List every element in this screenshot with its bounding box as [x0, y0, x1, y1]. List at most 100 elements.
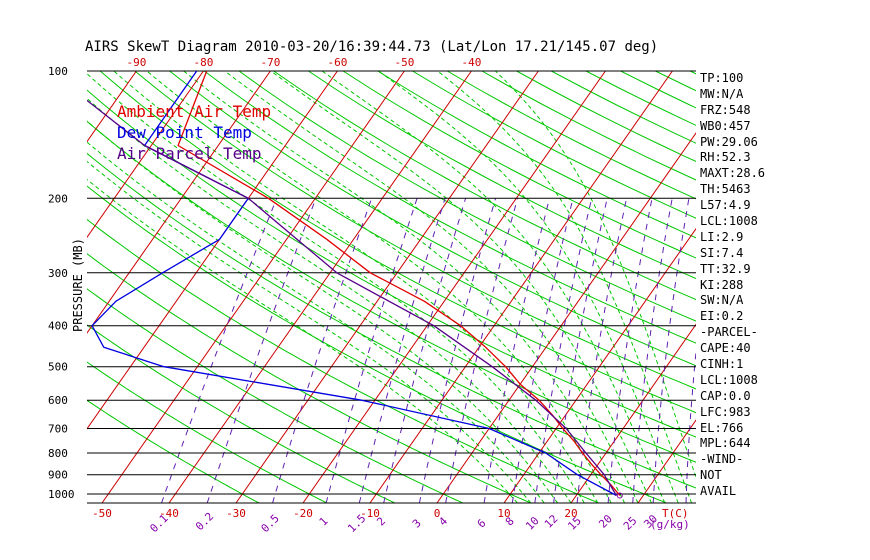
dry-adiabat-line	[204, 71, 696, 344]
isotherm-line	[637, 419, 696, 503]
sounding-index: AVAIL	[700, 484, 737, 499]
sounding-index: TT:32.9	[700, 261, 751, 276]
bottom-temperature-tick-label: -50	[92, 507, 112, 520]
dry-adiabat-line	[342, 71, 696, 259]
mixing-ratio-tick-label: 20	[596, 512, 615, 531]
mixing-ratio-line	[685, 347, 696, 503]
moist-adiabat-line	[87, 73, 585, 503]
bottom-temperature-tick-label: -30	[226, 507, 246, 520]
top-temperature-tick-label: -50	[394, 56, 414, 69]
isotherm-lines	[0, 71, 696, 503]
dry-adiabat-line	[273, 71, 696, 301]
sounding-index: EI:0.2	[700, 309, 744, 324]
bottom-temperature-tick-label: -10	[360, 507, 380, 520]
sounding-index: LI:2.9	[700, 229, 744, 244]
y-axis-label: PRESSURE (MB)	[71, 238, 85, 332]
bottom-temperature-tick-label: 0	[434, 507, 441, 520]
isotherm-line	[101, 71, 405, 503]
dew-point-temp-line	[91, 71, 617, 497]
air-parcel-temp-line	[87, 99, 617, 496]
x-axis-unit-label: T(C)	[662, 507, 689, 520]
isotherm-line	[87, 71, 338, 430]
pressure-tick-label: 600	[48, 394, 68, 407]
isotherm-line	[570, 323, 696, 503]
mixing-ratio-line	[358, 198, 446, 503]
top-temperature-tick-label: -70	[260, 56, 280, 69]
isotherm-line	[0, 71, 2, 503]
isotherm-line	[503, 227, 696, 503]
moist-adiabat-line	[87, 141, 545, 503]
moist-adiabat-line	[270, 71, 652, 503]
dry-adiabat-line	[238, 71, 696, 322]
mixing-ratio-tick-label: 0.2	[193, 510, 216, 533]
sounding-index: EL:766	[700, 420, 744, 435]
pressure-tick-label: 800	[48, 447, 68, 460]
mixing-ratio-line	[553, 198, 608, 503]
moist-adiabat-line	[495, 71, 696, 479]
mixing-ratio-tick-label: 10	[523, 514, 542, 533]
mixing-ratio-line	[325, 198, 418, 503]
mixing-ratio-tick-labels: 0.1 0.2 0.5 1 1.5 2 3 4 6 8 10 12 15 20 25 30	[147, 510, 660, 535]
pressure-tick-label: 900	[48, 469, 68, 482]
pressure-tick-label: 100	[48, 65, 68, 78]
mixing-ratio-tick-label: 1	[317, 515, 331, 529]
mixing-ratio-tick-label: 4	[436, 514, 450, 528]
pressure-tick-labels: 100 200 300 400 500 600 700 800 900 1000	[48, 65, 75, 501]
isotherm-line	[87, 71, 204, 239]
moist-adiabat-line	[113, 71, 599, 503]
pressure-tick-label: 400	[48, 320, 68, 333]
pressure-tick-label: 700	[48, 423, 68, 436]
mixing-ratio-line	[445, 198, 518, 503]
bottom-temperature-tick-labels: -50 -40 -30 -20 -10 0 10 20	[92, 507, 578, 520]
sounding-index: MPL:644	[700, 436, 751, 451]
dry-adiabat-line	[169, 71, 696, 367]
sounding-index: -WIND-	[700, 452, 744, 467]
bottom-temperature-tick-label: 10	[497, 507, 510, 520]
isotherm-line	[369, 71, 673, 503]
sounding-index: FRZ:548	[700, 102, 751, 117]
mixing-ratio-tick-label: 2	[374, 515, 388, 529]
mixing-ratio-tick-label: 0.5	[259, 512, 282, 535]
sounding-index: CAP:0.0	[700, 388, 751, 403]
isotherm-line	[87, 71, 271, 334]
sounding-index: LFC:983	[700, 404, 751, 419]
pressure-tick-label: 200	[48, 192, 68, 205]
dry-adiabat-line	[87, 361, 328, 503]
moist-adiabat-line	[321, 71, 666, 503]
top-temperature-tick-label: -40	[461, 56, 481, 69]
mixing-ratio-line	[272, 198, 373, 503]
sounding-series	[87, 71, 621, 497]
dry-adiabat-line	[87, 253, 531, 503]
mixing-ratio-line	[652, 198, 690, 503]
moist-adiabat-line	[183, 71, 626, 503]
dry-adiabat-line	[87, 185, 667, 503]
isotherm-line	[302, 71, 606, 503]
mixing-ratio-line	[483, 198, 550, 503]
surface-marker	[616, 492, 623, 499]
mixing-ratio-tick-label: 25	[621, 514, 640, 533]
sounding-index: CINH:1	[700, 357, 744, 372]
mixing-ratio-line	[511, 198, 574, 503]
pressure-tick-label: 500	[48, 361, 68, 374]
isotherm-and-adiabat-grid	[87, 71, 696, 503]
isotherm-line	[87, 71, 137, 143]
sounding-index: -PARCEL-	[700, 325, 758, 340]
sounding-index: SI:7.4	[700, 245, 744, 260]
moist-adiabat-line	[378, 71, 679, 503]
moist-adiabat-line	[87, 178, 518, 503]
legend-entry-dew-point-temp: Dew Point Temp	[117, 123, 252, 142]
sounding-index: LCL:1008	[700, 214, 758, 229]
mixing-ratio-tick-label: 3	[410, 517, 424, 531]
moist-adiabat-line	[87, 120, 559, 503]
isotherm-line	[235, 71, 539, 503]
dry-adiabat-line	[308, 71, 696, 280]
top-temperature-tick-label: -90	[126, 56, 146, 69]
mixing-ratio-tick-label: 12	[542, 512, 561, 531]
sounding-index: RH:52.3	[700, 150, 751, 165]
moist-adiabat-line	[87, 97, 572, 503]
moist-adiabat-line	[146, 71, 612, 503]
dry-adiabat-line	[87, 324, 395, 503]
mixing-ratio-line	[383, 198, 467, 503]
sounding-index: NOT	[700, 468, 722, 483]
